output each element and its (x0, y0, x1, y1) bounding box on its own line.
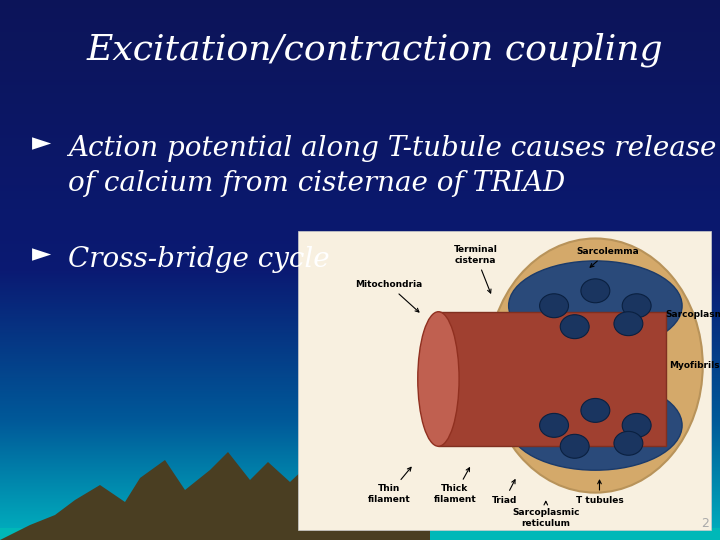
Ellipse shape (622, 414, 651, 437)
Ellipse shape (560, 434, 589, 458)
Text: Terminal
cisterna: Terminal cisterna (454, 245, 498, 293)
Ellipse shape (581, 399, 610, 422)
Text: Triad: Triad (492, 480, 517, 504)
Ellipse shape (488, 239, 703, 492)
Ellipse shape (508, 261, 682, 350)
Text: Sarcoplasm: Sarcoplasm (665, 310, 720, 319)
Ellipse shape (539, 414, 569, 437)
Text: ►: ► (32, 131, 52, 155)
Text: Sarcoplasmic
reticulum: Sarcoplasmic reticulum (512, 501, 580, 528)
Text: Myofibrils: Myofibrils (669, 361, 720, 370)
Text: ►: ► (32, 242, 52, 266)
Text: of calcium from cisternae of TRIAD: of calcium from cisternae of TRIAD (68, 170, 566, 197)
Text: Excitation/contraction coupling: Excitation/contraction coupling (86, 32, 662, 67)
Bar (438, 312, 665, 446)
Text: Sarcolemma: Sarcolemma (577, 247, 639, 267)
Text: Thin
filament: Thin filament (367, 467, 411, 504)
Polygon shape (0, 452, 430, 540)
Ellipse shape (614, 312, 643, 336)
Bar (0, 528, 720, 540)
Ellipse shape (614, 431, 643, 455)
Text: Action potential along T-tubule causes release: Action potential along T-tubule causes r… (68, 135, 717, 162)
Text: Cross-bridge cycle: Cross-bridge cycle (68, 246, 330, 273)
Text: 2: 2 (701, 517, 709, 530)
Text: Thick
filament: Thick filament (433, 468, 477, 504)
Text: T tubules: T tubules (575, 480, 624, 504)
Bar (298, 231, 711, 530)
Text: Mitochondria: Mitochondria (355, 280, 423, 312)
Ellipse shape (539, 294, 569, 318)
Ellipse shape (560, 315, 589, 339)
Ellipse shape (418, 312, 459, 446)
Ellipse shape (622, 294, 651, 318)
Ellipse shape (581, 279, 610, 303)
Ellipse shape (508, 381, 682, 470)
